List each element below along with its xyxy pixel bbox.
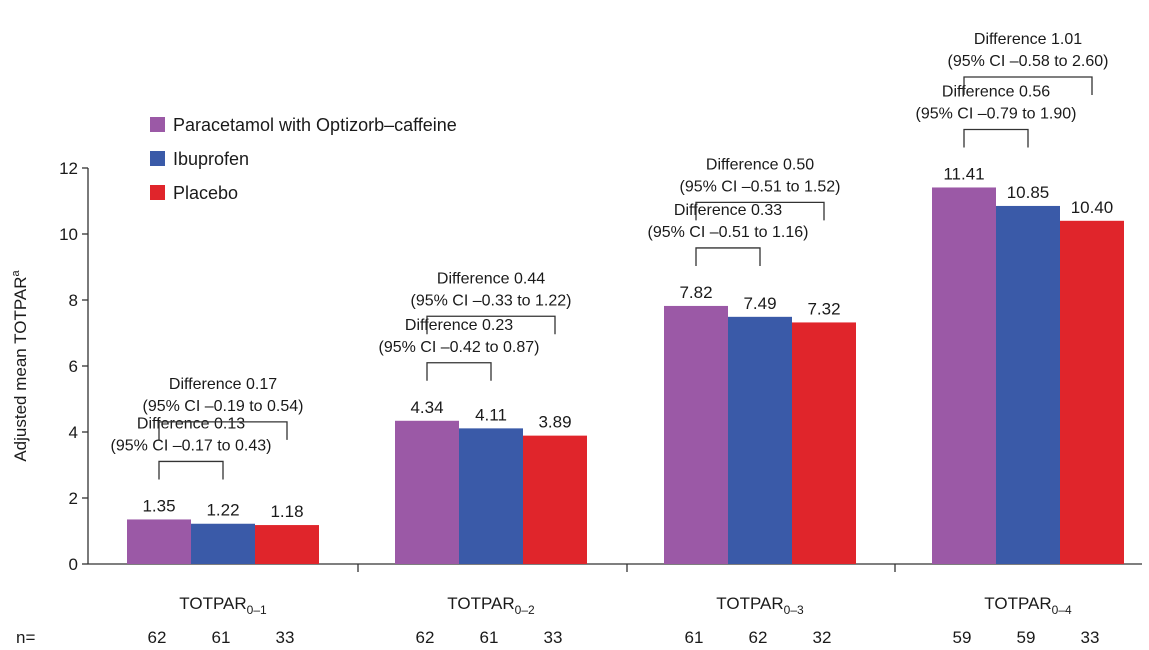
y-tick-label: 0 <box>69 555 78 574</box>
bar-2-group-3 <box>728 316 792 564</box>
comparison-bracket <box>158 421 288 440</box>
bar-2-group-1 <box>191 523 255 564</box>
x-category-label: TOTPAR0–2 <box>447 594 535 617</box>
n-value: 33 <box>544 628 563 647</box>
y-axis-label-text: Adjusted mean TOTPAR <box>11 276 30 461</box>
bar-value-label: 7.32 <box>807 299 840 318</box>
bar-2-group-2 <box>459 428 523 564</box>
difference-label: Difference 0.17 <box>169 376 277 393</box>
ci-label: (95% CI –0.58 to 2.60) <box>948 53 1109 70</box>
difference-label: Difference 0.23 <box>405 317 513 334</box>
x-category-label-subscript: 0–1 <box>247 603 267 617</box>
comparison-bracket <box>695 247 761 266</box>
x-category-label-base: TOTPAR <box>984 594 1051 613</box>
n-value: 33 <box>276 628 295 647</box>
comparison-bracket <box>963 76 1093 95</box>
x-category-label: TOTPAR0–4 <box>984 594 1072 617</box>
difference-label: Difference 0.13 <box>137 415 245 432</box>
y-tick-label: 6 <box>69 357 78 376</box>
n-value: 62 <box>148 628 167 647</box>
ci-label: (95% CI –0.51 to 1.52) <box>680 178 841 195</box>
bar-1-group-2 <box>395 420 459 564</box>
difference-label: Difference 0.33 <box>674 202 782 219</box>
y-axis-label: Adjusted mean TOTPARa <box>10 269 30 461</box>
difference-label: Difference 0.56 <box>942 83 1050 100</box>
legend-swatch-1 <box>150 117 165 132</box>
n-value: 32 <box>813 628 832 647</box>
n-value: 59 <box>953 628 972 647</box>
n-label: n= <box>16 628 35 647</box>
x-category-label: TOTPAR0–1 <box>179 594 267 617</box>
ci-label: (95% CI –0.79 to 1.90) <box>916 105 1077 122</box>
bar-3-group-2 <box>523 435 587 564</box>
difference-label: Difference 0.50 <box>706 156 814 173</box>
bar-1-group-4 <box>932 187 996 564</box>
ci-label: (95% CI –0.42 to 0.87) <box>379 339 540 356</box>
x-category-label: TOTPAR0–3 <box>716 594 804 617</box>
x-category-label-base: TOTPAR <box>179 594 246 613</box>
y-tick-label: 12 <box>59 159 78 178</box>
difference-label: Difference 0.44 <box>437 270 545 287</box>
bar-3-group-3 <box>792 322 856 564</box>
x-category-label-base: TOTPAR <box>716 594 783 613</box>
bar-3-group-4 <box>1060 220 1124 565</box>
x-category-label-subscript: 0–2 <box>515 603 535 617</box>
bar-1-group-1 <box>127 519 191 564</box>
legend-label: Placebo <box>173 183 238 203</box>
bar-value-label: 11.41 <box>943 164 984 183</box>
n-value: 61 <box>480 628 499 647</box>
bar-value-label: 7.49 <box>743 294 776 313</box>
legend-label: Paracetamol with Optizorb–caffeine <box>173 115 457 135</box>
comparison-bracket <box>963 128 1029 148</box>
legend-swatch-3 <box>150 185 165 200</box>
x-category-label-subscript: 0–3 <box>784 603 804 617</box>
y-tick-label: 4 <box>69 423 78 442</box>
y-tick-label: 10 <box>59 225 78 244</box>
n-value: 33 <box>1081 628 1100 647</box>
n-value: 62 <box>749 628 768 647</box>
y-axis-label-superscript: a <box>10 269 22 276</box>
y-tick-label: 2 <box>69 489 78 508</box>
ci-label: (95% CI –0.33 to 1.22) <box>411 292 572 309</box>
comparison-bracket <box>158 460 224 480</box>
comparison-bracket <box>426 362 492 381</box>
x-category-label-base: TOTPAR <box>447 594 514 613</box>
y-tick-label: 8 <box>69 291 78 310</box>
comparison-bracket <box>426 315 556 335</box>
bar-value-label: 4.11 <box>475 405 507 424</box>
bar-value-label: 1.18 <box>270 502 303 521</box>
comparison-bracket <box>695 201 825 221</box>
bar-value-label: 10.40 <box>1071 198 1114 217</box>
x-category-label-subscript: 0–4 <box>1052 603 1072 617</box>
difference-label: Difference 1.01 <box>974 31 1082 48</box>
bar-value-label: 7.82 <box>679 283 712 302</box>
bar-value-label: 10.85 <box>1007 183 1050 202</box>
ci-label: (95% CI –0.51 to 1.16) <box>648 224 809 241</box>
ci-label: (95% CI –0.17 to 0.43) <box>111 437 272 454</box>
legend-swatch-2 <box>150 151 165 166</box>
n-value: 59 <box>1017 628 1036 647</box>
ci-label: (95% CI –0.19 to 0.54) <box>143 398 304 415</box>
bar-value-label: 1.35 <box>142 496 175 515</box>
n-value: 61 <box>212 628 231 647</box>
bar-3-group-1 <box>255 525 319 564</box>
n-value: 62 <box>416 628 435 647</box>
legend-label: Ibuprofen <box>173 149 249 169</box>
bar-value-label: 1.22 <box>206 501 239 520</box>
bar-2-group-4 <box>996 205 1060 564</box>
bar-value-label: 4.34 <box>410 398 443 417</box>
bar-1-group-3 <box>664 305 728 564</box>
bar-value-label: 3.89 <box>538 413 571 432</box>
n-value: 61 <box>685 628 704 647</box>
